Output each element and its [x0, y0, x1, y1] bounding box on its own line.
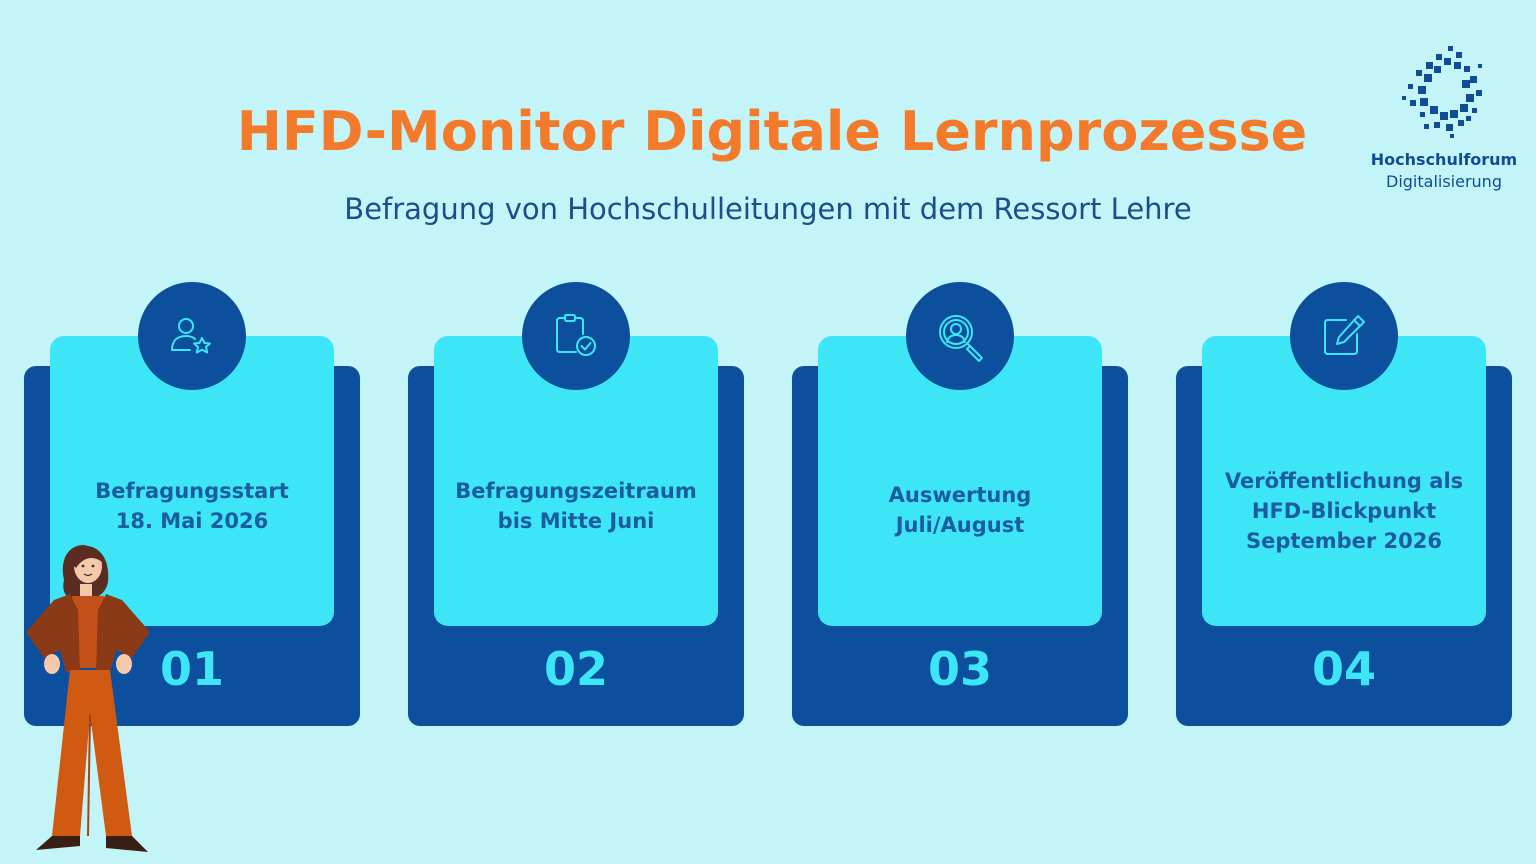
step-card-3: Auswertung Juli/August 03 [792, 280, 1128, 728]
woman-illustration [26, 545, 150, 852]
user-star-icon [171, 318, 211, 354]
edit-note-icon [1324, 315, 1365, 355]
hfd-logo: Hochschulforum Digitalisierung [1364, 40, 1524, 200]
step-label-line: Veröffentlichung als [1224, 469, 1464, 493]
step-label-line: Befragungsstart [95, 479, 289, 503]
step-label-line: Juli/August [895, 513, 1025, 537]
step-label: Befragungszeitraum bis Mitte Juni [434, 476, 718, 536]
step-icon-circle [138, 282, 246, 390]
step-label: Auswertung Juli/August [818, 480, 1102, 540]
logo-text-line2: Digitalisierung [1386, 172, 1502, 191]
step-label-line: 18. Mai 2026 [115, 509, 269, 533]
clipboard-check-icon [556, 314, 596, 356]
step-label: Veröffentlichung als HFD-Blickpunkt Sept… [1202, 466, 1486, 556]
step-number: 04 [1311, 642, 1376, 696]
step-icon-circle [1290, 282, 1398, 390]
step-card-4: Veröffentlichung als HFD-Blickpunkt Sept… [1176, 280, 1512, 728]
step-card-2: Befragungszeitraum bis Mitte Juni 02 [408, 280, 744, 728]
step-label-line: HFD-Blickpunkt [1251, 499, 1437, 523]
page-subtitle: Befragung von Hochschulleitungen mit dem… [344, 192, 1192, 226]
step-label-line: bis Mitte Juni [497, 509, 655, 533]
magnifier-person-icon [939, 315, 983, 362]
step-number: 02 [543, 642, 608, 696]
hfd-logo-icon [1402, 46, 1482, 138]
step-label-line: Auswertung [888, 483, 1032, 507]
step-label-line: September 2026 [1246, 529, 1442, 553]
step-number: 03 [927, 642, 992, 696]
step-number: 01 [159, 642, 224, 696]
step-icon-circle [906, 282, 1014, 390]
step-label: Befragungsstart 18. Mai 2026 [50, 476, 334, 536]
logo-text-line1: Hochschulforum [1370, 150, 1518, 169]
page-title: HFD-Monitor Digitale Lernprozesse [236, 100, 1308, 163]
step-label-line: Befragungszeitraum [455, 479, 697, 503]
step-icon-circle [522, 282, 630, 390]
